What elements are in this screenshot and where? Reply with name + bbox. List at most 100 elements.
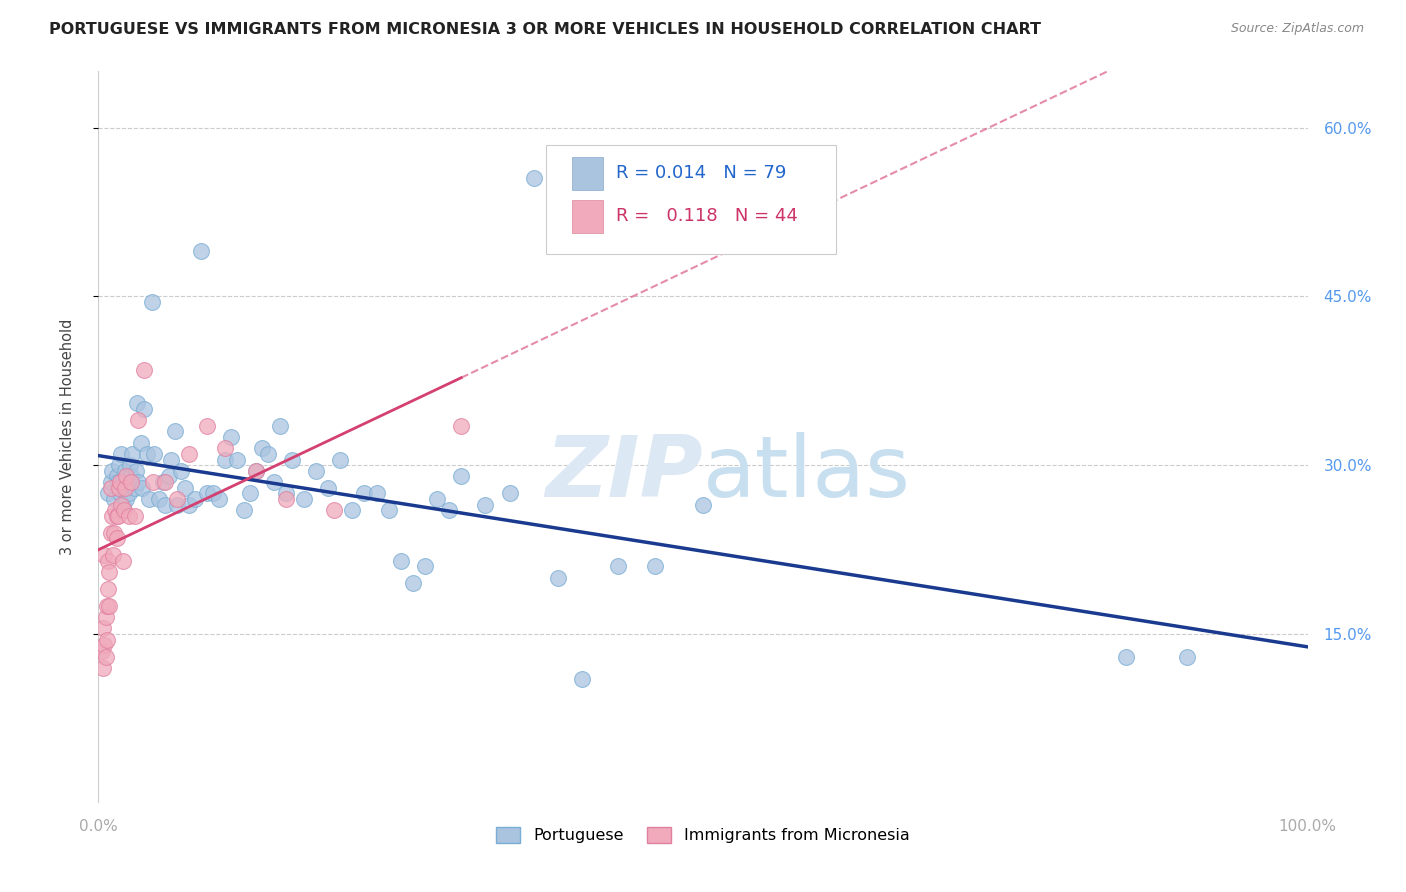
Immigrants from Micronesia [105, 508, 128, 523]
Immigrants from Micronesia [100, 481, 122, 495]
Portuguese [141, 295, 163, 310]
Immigrants from Micronesia [118, 508, 141, 523]
Portuguese [148, 491, 170, 506]
Portuguese [97, 486, 120, 500]
Immigrants from Micronesia [274, 491, 297, 506]
Portuguese [274, 486, 297, 500]
Immigrants from Micronesia [134, 362, 156, 376]
Immigrants from Micronesia [166, 491, 188, 506]
Immigrants from Micronesia [120, 475, 142, 489]
Portuguese [179, 498, 201, 512]
Portuguese [138, 491, 160, 506]
Immigrants from Micronesia [101, 548, 124, 562]
Portuguese [342, 503, 364, 517]
Portuguese [115, 491, 138, 506]
Portuguese [108, 458, 131, 473]
Portuguese [195, 486, 218, 500]
Text: R = 0.014   N = 79: R = 0.014 N = 79 [616, 164, 786, 182]
Immigrants from Micronesia [97, 554, 120, 568]
Portuguese [250, 442, 273, 456]
Portuguese [221, 430, 243, 444]
Portuguese [174, 481, 197, 495]
Immigrants from Micronesia [98, 565, 121, 579]
Immigrants from Micronesia [93, 548, 115, 562]
Immigrants from Micronesia [96, 599, 118, 613]
Portuguese [166, 498, 188, 512]
Immigrants from Micronesia [115, 469, 138, 483]
Portuguese [157, 469, 180, 483]
Portuguese [226, 452, 249, 467]
Portuguese [1115, 649, 1137, 664]
Portuguese [607, 559, 630, 574]
Immigrants from Micronesia [450, 418, 472, 433]
Portuguese [316, 481, 339, 495]
Immigrants from Micronesia [127, 413, 149, 427]
Portuguese [1175, 649, 1198, 664]
Immigrants from Micronesia [179, 447, 201, 461]
Portuguese [124, 481, 146, 495]
Portuguese [232, 503, 254, 517]
Portuguese [118, 458, 141, 473]
Portuguese [426, 491, 449, 506]
Immigrants from Micronesia [142, 475, 165, 489]
Portuguese [692, 498, 714, 512]
Immigrants from Micronesia [103, 525, 125, 540]
Portuguese [153, 498, 176, 512]
Immigrants from Micronesia [108, 481, 131, 495]
Immigrants from Micronesia [214, 442, 236, 456]
Immigrants from Micronesia [108, 475, 131, 489]
Text: Source: ZipAtlas.com: Source: ZipAtlas.com [1230, 22, 1364, 36]
Portuguese [292, 491, 315, 506]
Portuguese [239, 486, 262, 500]
Portuguese [121, 447, 143, 461]
Immigrants from Micronesia [91, 621, 114, 635]
Portuguese [366, 486, 388, 500]
Immigrants from Micronesia [96, 632, 118, 647]
Portuguese [474, 498, 496, 512]
Portuguese [353, 486, 375, 500]
Immigrants from Micronesia [107, 508, 129, 523]
Portuguese [413, 559, 436, 574]
FancyBboxPatch shape [572, 200, 603, 233]
Portuguese [329, 452, 352, 467]
Portuguese [523, 171, 546, 186]
Portuguese [152, 475, 174, 489]
Portuguese [143, 447, 166, 461]
Portuguese [108, 486, 131, 500]
Portuguese [256, 447, 278, 461]
Text: PORTUGUESE VS IMMIGRANTS FROM MICRONESIA 3 OR MORE VEHICLES IN HOUSEHOLD CORRELA: PORTUGUESE VS IMMIGRANTS FROM MICRONESIA… [49, 22, 1042, 37]
Portuguese [644, 559, 666, 574]
Text: R =   0.118   N = 44: R = 0.118 N = 44 [616, 207, 797, 225]
Portuguese [450, 469, 472, 483]
Immigrants from Micronesia [91, 661, 114, 675]
Immigrants from Micronesia [100, 508, 122, 523]
FancyBboxPatch shape [572, 157, 603, 190]
Immigrants from Micronesia [94, 649, 117, 664]
Portuguese [389, 554, 412, 568]
Portuguese [269, 418, 291, 433]
Immigrants from Micronesia [111, 554, 134, 568]
Immigrants from Micronesia [105, 532, 128, 546]
Portuguese [498, 486, 520, 500]
Portuguese [437, 503, 460, 517]
Portuguese [214, 452, 236, 467]
Portuguese [163, 425, 186, 439]
Y-axis label: 3 or more Vehicles in Household: 3 or more Vehicles in Household [60, 319, 75, 555]
Portuguese [111, 498, 134, 512]
Immigrants from Micronesia [323, 503, 346, 517]
Portuguese [305, 464, 328, 478]
Immigrants from Micronesia [110, 498, 132, 512]
FancyBboxPatch shape [546, 145, 837, 254]
Portuguese [160, 452, 183, 467]
Immigrants from Micronesia [97, 582, 120, 596]
Immigrants from Micronesia [104, 503, 127, 517]
Portuguese [129, 435, 152, 450]
Portuguese [281, 452, 304, 467]
Text: atlas: atlas [703, 432, 911, 516]
Immigrants from Micronesia [153, 475, 176, 489]
Portuguese [402, 576, 425, 591]
Portuguese [110, 447, 132, 461]
Portuguese [135, 447, 157, 461]
Portuguese [245, 464, 267, 478]
Portuguese [134, 401, 156, 416]
